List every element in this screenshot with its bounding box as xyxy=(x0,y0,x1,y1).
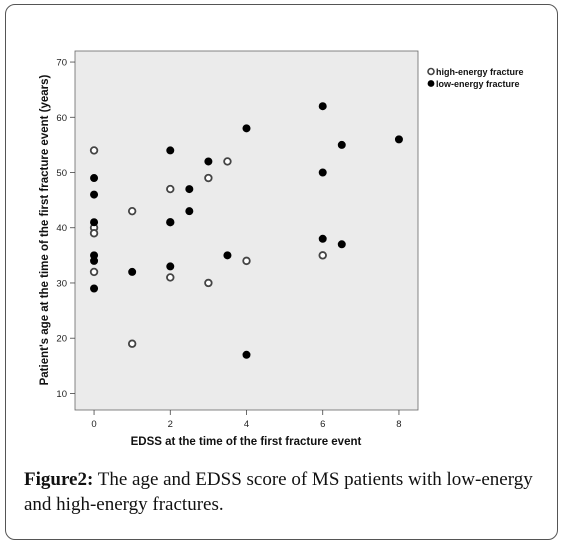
low-energy-fracture-point xyxy=(90,174,99,183)
high-energy-fracture-point xyxy=(89,146,99,155)
figure-caption: Figure2: The age and EDSS score of MS pa… xyxy=(24,467,554,517)
low-energy-fracture-point xyxy=(242,350,251,359)
caption-label: Figure2: xyxy=(24,469,94,490)
low-energy-fracture-point xyxy=(318,168,327,177)
plot-area xyxy=(74,50,419,411)
low-energy-fracture-point xyxy=(337,240,346,249)
x-axis-label: EDSS at the time of the first fracture e… xyxy=(131,436,362,448)
y-tick-label: 70 xyxy=(56,58,67,69)
low-energy-fracture-point xyxy=(242,124,251,133)
scatter-chart: 10 20 30 40 50 60 70 0 2 4 6 8 EDSS at the time of… xyxy=(18,17,548,457)
high-energy-fracture-point xyxy=(127,339,137,348)
low-energy-fracture-point xyxy=(166,146,175,155)
y-tick-label: 60 xyxy=(56,113,67,124)
legend: high-energy fracture low-energy fracture xyxy=(427,67,524,89)
caption-text: The age and EDSS score of MS patients wi… xyxy=(24,469,533,515)
high-energy-fracture-point xyxy=(242,256,251,266)
low-energy-fracture-point xyxy=(90,190,99,199)
high-energy-fracture-point xyxy=(318,251,327,260)
x-axis: 0 2 4 6 8 xyxy=(91,410,402,430)
high-energy-fracture-point xyxy=(166,273,175,282)
high-energy-fracture-point xyxy=(89,267,99,277)
legend-high-energy-marker xyxy=(427,67,435,76)
high-energy-fracture-point xyxy=(127,206,137,216)
scatter-chart-svg: 10 20 30 40 50 60 70 0 2 4 6 8 EDSS at the time of… xyxy=(39,50,524,448)
figure-card: 10 20 30 40 50 60 70 0 2 4 6 8 EDSS at the time of… xyxy=(5,4,558,540)
low-energy-fracture-point xyxy=(318,234,327,243)
low-energy-fracture-point xyxy=(394,135,403,144)
x-tick-label: 4 xyxy=(244,419,249,430)
legend-high-energy-label: high-energy fracture xyxy=(436,67,524,77)
legend-low-energy-label: low-energy fracture xyxy=(436,79,520,89)
low-energy-fracture-point xyxy=(185,207,194,216)
data-points xyxy=(89,102,403,359)
low-energy-fracture-point xyxy=(223,251,232,260)
y-tick-label: 40 xyxy=(56,223,67,234)
x-tick-label: 2 xyxy=(168,419,173,430)
y-tick-label: 10 xyxy=(56,389,67,400)
low-energy-fracture-point xyxy=(128,267,137,276)
low-energy-fracture-point xyxy=(337,140,346,149)
low-energy-fracture-point xyxy=(166,218,175,227)
x-tick-label: 0 xyxy=(91,419,96,430)
legend-low-energy-marker xyxy=(427,80,435,87)
high-energy-fracture-point xyxy=(223,157,232,166)
high-energy-fracture-point xyxy=(89,229,99,238)
high-energy-fracture-point xyxy=(204,173,213,183)
y-axis-label: Patient's age at the time of the first f… xyxy=(39,74,51,385)
y-axis: 10 20 30 40 50 60 70 xyxy=(56,58,75,400)
y-tick-label: 50 xyxy=(56,168,67,179)
low-energy-fracture-point xyxy=(318,102,327,111)
y-tick-label: 20 xyxy=(56,334,67,345)
low-energy-fracture-point xyxy=(90,284,99,293)
low-energy-fracture-point xyxy=(90,256,99,265)
high-energy-fracture-point xyxy=(204,278,213,288)
low-energy-fracture-point xyxy=(185,185,194,194)
high-energy-fracture-point xyxy=(166,184,175,194)
x-tick-label: 6 xyxy=(320,419,325,430)
y-tick-label: 30 xyxy=(56,278,67,289)
low-energy-fracture-point xyxy=(166,262,175,271)
low-energy-fracture-point xyxy=(204,157,213,166)
x-tick-label: 8 xyxy=(396,419,401,430)
low-energy-fracture-point xyxy=(90,218,99,227)
